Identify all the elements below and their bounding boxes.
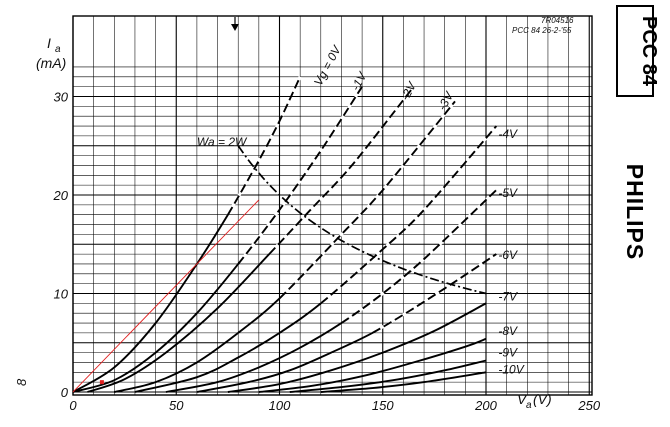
series--4v (134, 125, 498, 393)
curve-label: -3V (435, 89, 457, 113)
curve-label: -2V (398, 79, 420, 103)
series-dash-gaps (340, 189, 498, 325)
series-line (134, 125, 498, 393)
chart-extras: Wa = 2W (72, 135, 487, 393)
series-line (258, 337, 487, 393)
y-axis-label-subscript: a (55, 44, 61, 55)
power-limit-label: Wa = 2W (197, 135, 248, 149)
curve-labels: Vg = 0V -1V -2V -3V -4V -5V -6V -7V -8V -9V -10V (311, 43, 525, 377)
x-tick-label: 0 (69, 398, 77, 413)
curve-label: -8V (498, 324, 518, 338)
curve-label: -7V (498, 289, 518, 303)
annotation-line (72, 199, 260, 393)
x-tick-label: 150 (372, 398, 394, 413)
series--2v (87, 85, 415, 393)
series-line (227, 302, 487, 393)
series-vg-0v (72, 76, 302, 393)
y-tick-label: 30 (54, 90, 69, 105)
x-axis-label: V (517, 391, 528, 407)
series--10v (320, 371, 487, 393)
y-axis-unit: (mA) (36, 55, 66, 71)
curve-label: Vg = 0V (311, 43, 344, 88)
y-tick-label: 10 (54, 287, 69, 302)
series-dash-gaps (319, 125, 498, 305)
series-line (165, 189, 497, 393)
curve-label: -4V (498, 127, 518, 141)
series--7v (227, 302, 487, 393)
x-tick-label: 200 (474, 398, 497, 413)
curve-label: -1V (348, 69, 370, 93)
series--3v (114, 100, 457, 393)
reference-code: 7R04516 (541, 16, 574, 25)
plot-border (72, 15, 593, 396)
annotation-marker (99, 380, 104, 385)
curve-label: -10V (498, 362, 524, 376)
series-line (320, 371, 487, 393)
type-code-box: PCC 84 (616, 5, 660, 97)
tick-labels: 0 50 100 150 200 250 0 10 20 30 (53, 90, 601, 414)
curve-label: -9V (498, 346, 518, 360)
series-dash-gaps (278, 100, 457, 300)
power-limit-curve (237, 145, 487, 295)
curve-label: -5V (498, 186, 518, 200)
x-axis-unit: (V) (533, 391, 552, 407)
series--5v (165, 189, 498, 393)
x-axis-label-subscript: a (526, 400, 532, 411)
y-tick-label: 20 (53, 188, 69, 203)
series-group (72, 76, 498, 393)
x-tick-label: 100 (269, 398, 291, 413)
series-dash-gaps (237, 85, 364, 265)
series--1v (72, 85, 364, 393)
brand-logo-text: PHILIPS (622, 164, 648, 260)
y-axis-label: I (47, 35, 51, 51)
y-tick-label: 0 (61, 385, 69, 400)
curve-label: -6V (498, 248, 518, 262)
left-margin-mark: 8 (14, 378, 29, 386)
type-code-label: PCC 84 (638, 16, 660, 87)
series--8v (258, 337, 487, 393)
reference-date: PCC 84 26-2-'55 (512, 26, 572, 35)
series-line (289, 359, 487, 393)
chart-frame (72, 15, 593, 396)
series-line (114, 100, 456, 393)
series-line (87, 86, 415, 393)
series-line (72, 86, 363, 393)
x-tick-label: 50 (169, 398, 184, 413)
series--9v (289, 359, 487, 393)
chart-grid (72, 16, 592, 395)
top-arrow-icon (231, 17, 239, 31)
x-tick-label: 250 (577, 398, 600, 413)
